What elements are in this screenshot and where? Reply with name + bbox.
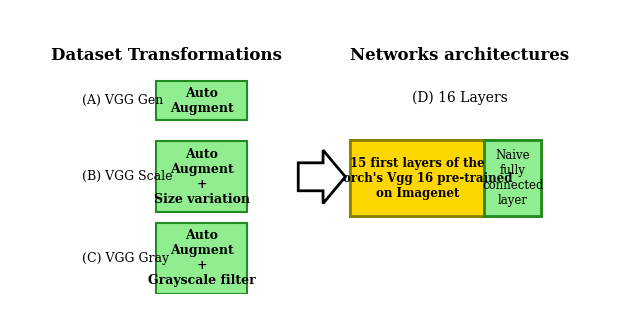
Bar (156, 81, 248, 120)
Text: (D) 16 Layers: (D) 16 Layers (412, 90, 508, 105)
Bar (156, 141, 248, 213)
Text: (B) VGG Scale: (B) VGG Scale (83, 170, 173, 183)
Text: Auto
Augment: Auto Augment (170, 86, 234, 115)
Text: 15 first layers of the
Pytorch's Vgg 16 pre-trained
on Imagenet: 15 first layers of the Pytorch's Vgg 16 … (322, 156, 513, 200)
Polygon shape (298, 150, 346, 204)
Text: (A) VGG Gen: (A) VGG Gen (83, 94, 164, 107)
Bar (156, 222, 248, 294)
Text: Naive
fully
connected
layer: Naive fully connected layer (482, 149, 543, 207)
Bar (350, 140, 541, 216)
Text: Auto
Augment
+
Grayscale filter: Auto Augment + Grayscale filter (148, 229, 255, 287)
Text: Dataset Transformations: Dataset Transformations (51, 47, 282, 64)
Text: Networks architectures: Networks architectures (350, 47, 569, 64)
Bar (484, 140, 541, 216)
Text: (C) VGG Gray: (C) VGG Gray (83, 252, 170, 265)
Bar (350, 140, 484, 216)
Text: Auto
Augment
+
Size variation: Auto Augment + Size variation (154, 148, 250, 206)
